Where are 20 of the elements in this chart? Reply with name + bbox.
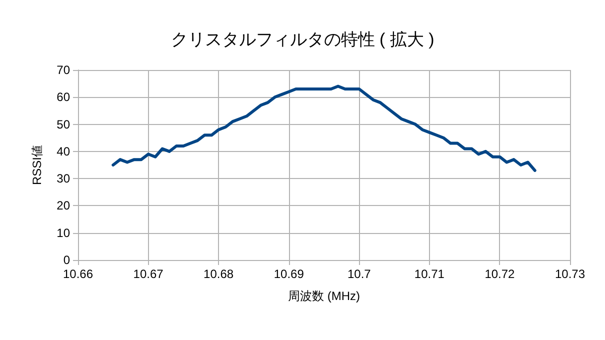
line-series — [112, 84, 536, 172]
y-tick-label: 60 — [56, 90, 70, 104]
y-tick-label: 0 — [63, 253, 70, 267]
y-tick-label: 70 — [56, 63, 70, 77]
x-axis-title: 周波数 (MHz) — [288, 289, 360, 303]
x-tick-label: 10.68 — [204, 267, 234, 281]
y-tick-label: 50 — [56, 117, 70, 132]
y-tick-label: 30 — [56, 172, 70, 186]
chart-title: クリスタルフィルタの特性 ( 拡大 ) — [170, 30, 434, 49]
x-tick-label: 10.72 — [484, 267, 516, 281]
y-tick-label: 20 — [56, 198, 70, 213]
x-tick-label: 10.66 — [62, 267, 94, 281]
x-tick-label: 10.69 — [274, 267, 304, 281]
x-tick-label: 10.71 — [414, 267, 445, 281]
y-tick-label: 10 — [56, 226, 70, 240]
y-tick-label: 40 — [56, 144, 70, 158]
y-axis-title: RSSI値 — [30, 144, 44, 186]
x-tick-label: 10.7 — [347, 267, 372, 281]
x-tick-label: 10.67 — [133, 267, 164, 281]
x-tick-label: 10.73 — [554, 267, 586, 281]
